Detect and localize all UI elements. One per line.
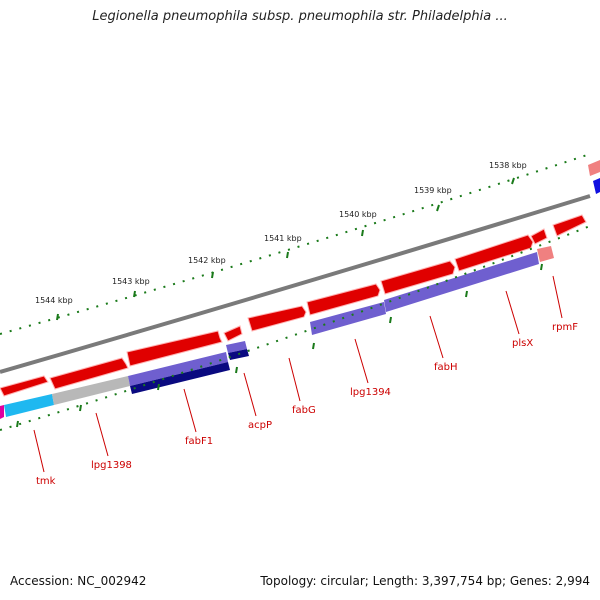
- gene-arrow: [530, 228, 548, 245]
- leader-tmk: [33, 429, 45, 473]
- kbp-label-1538: 1538 kbp: [489, 161, 527, 170]
- leader-fabF1: [183, 388, 197, 433]
- gene-label-fabH: fabH: [434, 362, 458, 373]
- major-tick-1540: [361, 229, 364, 237]
- gene-arrow-partial: [588, 160, 600, 176]
- gene-arrow: [454, 234, 534, 272]
- major-tick-1542: [211, 271, 214, 279]
- inner-major-ticks: [16, 263, 543, 428]
- cds-block-purple-small: [226, 341, 247, 353]
- gene-label-lpg1394: lpg1394: [350, 387, 391, 398]
- leader-lpg1394: [354, 338, 369, 384]
- kbp-label-1543: 1543 kbp: [112, 277, 150, 286]
- major-tick-1538: [511, 177, 515, 185]
- scale-major-ticks: [56, 177, 515, 321]
- major-tick-1541: [286, 251, 289, 259]
- cds-block-purple: [384, 252, 539, 312]
- kbp-label-1541: 1541 kbp: [264, 234, 302, 243]
- gene-arrow: [223, 325, 243, 342]
- cds-block-pink: [537, 246, 554, 262]
- gene-arrow: [0, 375, 49, 397]
- topology-text: Topology: circular; Length: 3,397,754 bp…: [260, 574, 590, 588]
- gene-label-fabF1: fabF1: [185, 436, 213, 447]
- gene-arrow: [306, 283, 381, 316]
- gene-arrow: [380, 260, 456, 295]
- kbp-label-1540: 1540 kbp: [339, 210, 377, 219]
- cds-track: [0, 178, 600, 419]
- gene-arrow: [552, 214, 587, 237]
- cds-block-gray: [52, 376, 130, 405]
- cds-block-navy: [130, 362, 230, 394]
- leader-plsX: [505, 290, 520, 335]
- gene-label-plsX: plsX: [512, 338, 533, 349]
- forward-gene-track: [0, 160, 600, 397]
- genome-title: Legionella pneumophila subsp. pneumophil…: [92, 9, 508, 24]
- cds-block-magenta: [0, 405, 4, 419]
- major-tick-1543: [133, 290, 136, 298]
- gene-leader-lines: [33, 275, 563, 473]
- kbp-label-1539: 1539 kbp: [414, 186, 452, 195]
- cds-block-purple: [310, 302, 386, 335]
- kbp-label-1542: 1542 kbp: [188, 256, 226, 265]
- gene-arrow: [247, 305, 307, 332]
- kbp-label-1544: 1544 kbp: [35, 296, 73, 305]
- leader-lpg1398: [95, 412, 109, 457]
- cds-block-blue: [593, 178, 600, 194]
- leader-fabG: [288, 357, 301, 402]
- leader-fabH: [429, 315, 444, 359]
- gene-label-tmk: tmk: [36, 476, 56, 487]
- gene-label-acpP: acpP: [248, 420, 272, 431]
- major-tick-1544: [56, 313, 59, 321]
- gene-arrow: [126, 330, 223, 367]
- leader-rpmF: [552, 275, 563, 319]
- genome-backbone: [0, 194, 591, 374]
- leader-acpP: [243, 372, 257, 417]
- cds-block-purple: [128, 352, 228, 386]
- gene-label-rpmF: rpmF: [552, 322, 578, 333]
- accession-text: Accession: NC_002942: [10, 574, 147, 588]
- gene-label-fabG: fabG: [292, 405, 316, 416]
- cds-block-cyan: [4, 394, 54, 417]
- scale-dotted-arc: [0, 153, 591, 335]
- gene-label-lpg1398: lpg1398: [91, 460, 132, 471]
- gene-arrow: [49, 357, 129, 390]
- major-tick-1539: [436, 204, 440, 212]
